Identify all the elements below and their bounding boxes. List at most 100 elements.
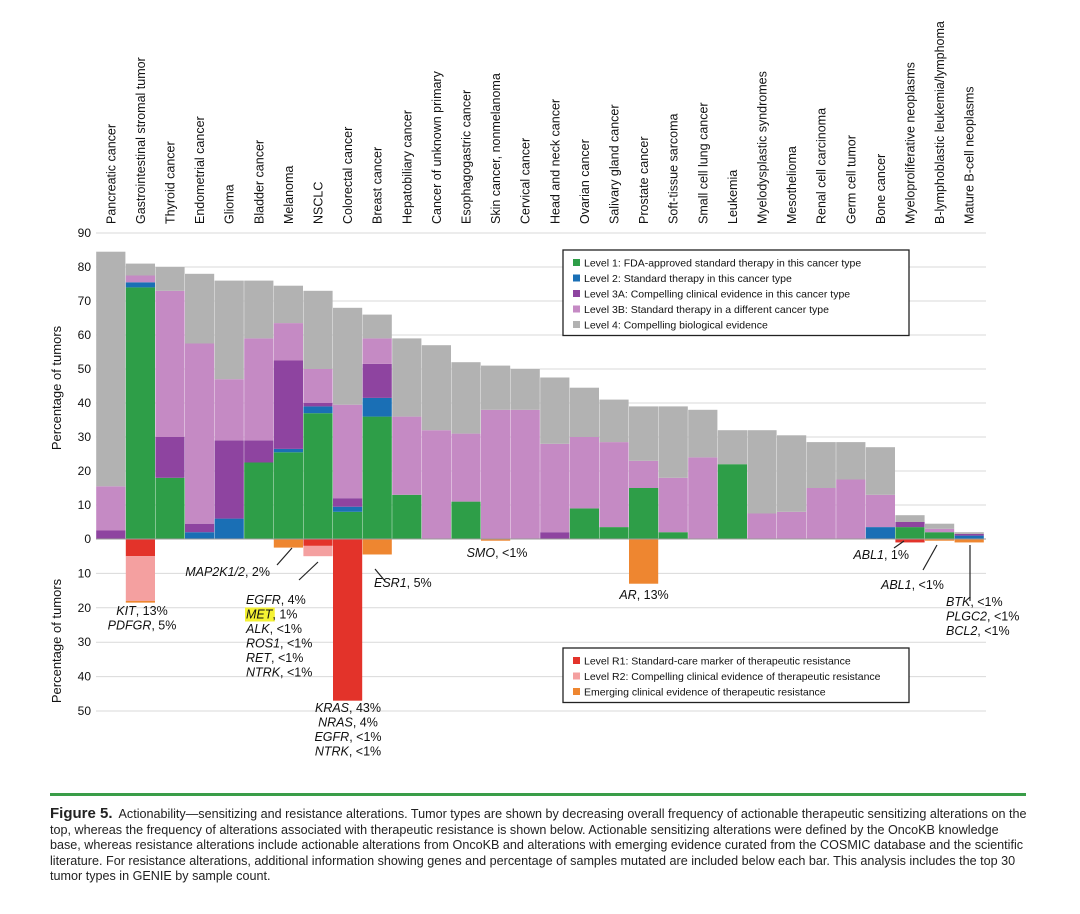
annotation-line: PDFGR, 5% [108,619,177,633]
bar-thyroid-cancer-level3b [155,290,185,437]
bar-gastrointestinal-stromal-tumor-r1 [125,539,155,557]
bar-bladder-cancer-level4 [244,280,274,339]
annotation-percent: , <1% [271,651,303,665]
bar-b-lymphoblastic-leukemia-lymphoma-level3b [925,528,955,533]
bar-skin-cancer-nonmelanoma-emerging [481,539,511,541]
bar-colorectal-cancer-level3a [333,498,363,507]
bar-renal-cell-carcinoma-level3b [806,488,836,539]
annotation-percent: , <1% [977,624,1009,638]
annotation-percent: , <1% [280,637,312,651]
ytick-bottom-label: 10 [78,566,92,580]
ytick-bottom-label: 30 [78,635,92,649]
category-label-myelodysplastic-syndromes: Myelodysplastic syndromes [756,71,770,224]
annotation-melanoma: MAP2K1/2, 2% [185,565,270,579]
legend-sensitizing-box [562,249,910,337]
bar-prostate-cancer-level4 [629,406,659,461]
annotation-gene: ALK [245,622,270,636]
bar-thyroid-cancer-level1 [155,477,185,539]
annotation-percent: , <1% [987,610,1019,624]
bar-prostate-cancer-level1 [629,488,659,539]
legend-swatch-r1 [573,657,580,664]
bar-breast-cancer-emerging [362,539,392,555]
figure-caption: Figure 5. Actionability—sensitizing and r… [50,806,1030,885]
category-label-melanoma: Melanoma [282,166,296,224]
bar-myeloproliferative-neoplasms-level3a [895,522,925,528]
bar-prostate-cancer-level3b [629,460,659,488]
ytick-top-label: 60 [78,328,92,342]
bar-melanoma-level3b [273,323,303,361]
ytick-top-label: 30 [78,430,92,444]
category-label-b-lymphoblastic-leukemia-lymphoma: B-lymphoblastic leukemia/lymphoma [933,21,947,224]
annotation-line: ABL1, 1% [852,548,909,562]
category-label-colorectal-cancer: Colorectal cancer [341,127,355,224]
annotation-gene: EGFR [246,593,281,607]
annotation-percent: , 2% [245,565,270,579]
bar-bone-cancer-level3b [865,494,895,528]
bar-mesothelioma-level3b [777,511,807,539]
annotation-percent: , <1% [349,730,381,744]
bar-hepatobiliary-cancer-level4 [392,338,422,417]
leader-breast [374,568,386,582]
annotation-gene: KRAS [315,701,350,715]
bar-nsclc-level1 [303,413,333,539]
annotation-prostate: AR, 13% [618,588,668,602]
legend-sensitizing: Level 1: FDA-approved standard therapy i… [562,249,910,337]
category-label-breast-cancer: Breast cancer [371,147,385,224]
bar-thyroid-cancer-level4 [155,267,185,291]
annotation-percent: , 4% [281,593,306,607]
annotation-line: EGFR, 4% [246,593,306,607]
annotation-line: ABL1, <1% [880,578,944,592]
bar-melanoma-level1 [273,452,303,539]
legend-label-level2: Level 2: Standard therapy in this cancer… [584,273,792,285]
legend-swatch-emerging [573,688,580,695]
category-label-salivary-gland-cancer: Salivary gland cancer [608,104,622,224]
bar-melanoma-emerging [273,539,303,548]
bar-mature-b-cell-neoplasms-level3a [954,533,984,536]
bar-ovarian-cancer-level1 [569,508,599,539]
figure-label: Figure 5. [50,805,113,822]
annotation-percent: , 1% [272,608,297,622]
bar-gastrointestinal-stromal-tumor-level1 [125,287,155,539]
legend-label-r2: Level R2: Compelling clinical evidence o… [584,671,881,683]
annotation-line: SMO, <1% [467,546,528,560]
bar-breast-cancer-level3b [362,338,392,364]
bar-pancreatic-cancer-level3a [96,530,126,539]
category-label-mesothelioma: Mesothelioma [785,146,799,224]
bar-germ-cell-tumor-level3b [836,479,866,539]
category-label-head-and-neck-cancer: Head and neck cancer [548,99,562,224]
annotation-gene: KIT [116,604,137,618]
annotation-line: NTRK, <1% [315,745,381,759]
caption-text: Actionability—sensitizing and resistance… [50,807,1027,884]
annotation-percent: , <1% [280,666,312,680]
annotation-gene: EGFR [314,730,349,744]
annotation-line: BCL2, <1% [946,624,1010,638]
bar-glioma-level4 [214,280,244,380]
annotation-gene: BTK [946,595,971,609]
bar-germ-cell-tumor-level4 [836,442,866,480]
ytick-top-label: 80 [78,260,92,274]
category-label-germ-cell-tumor: Germ cell tumor [844,135,858,224]
annotation-line: ALK, <1% [245,622,302,636]
bar-cancer-of-unknown-primary-level3b [421,430,451,539]
category-label-endometrial-cancer: Endometrial cancer [193,116,207,224]
bar-ovarian-cancer-level4 [569,387,599,437]
legend-swatch-level2 [573,274,580,282]
bar-prostate-cancer-emerging [629,539,659,584]
bar-glioma-level2 [214,518,244,539]
bar-glioma-level3a [214,440,244,519]
annotation-gene: AR [618,588,636,602]
category-label-glioma: Glioma [223,184,237,224]
ytick-top-label: 0 [84,532,91,546]
annotation-percent: , 43% [349,701,381,715]
annotation-gene: ROS1 [246,637,280,651]
bar-colorectal-cancer-level3b [333,404,363,499]
annotation-line: MAP2K1/2, 2% [185,565,270,579]
bar-breast-cancer-level1 [362,416,392,539]
bar-endometrial-cancer-level2 [185,532,215,539]
leader-mpn [893,540,905,549]
y-axis-title-bottom: Percentage of tumors [49,578,64,703]
bar-breast-cancer-level2 [362,397,392,417]
legend-swatch-level1 [573,259,580,266]
bar-colorectal-cancer-level1 [333,511,363,539]
annotation-line: NTRK, <1% [246,666,312,680]
